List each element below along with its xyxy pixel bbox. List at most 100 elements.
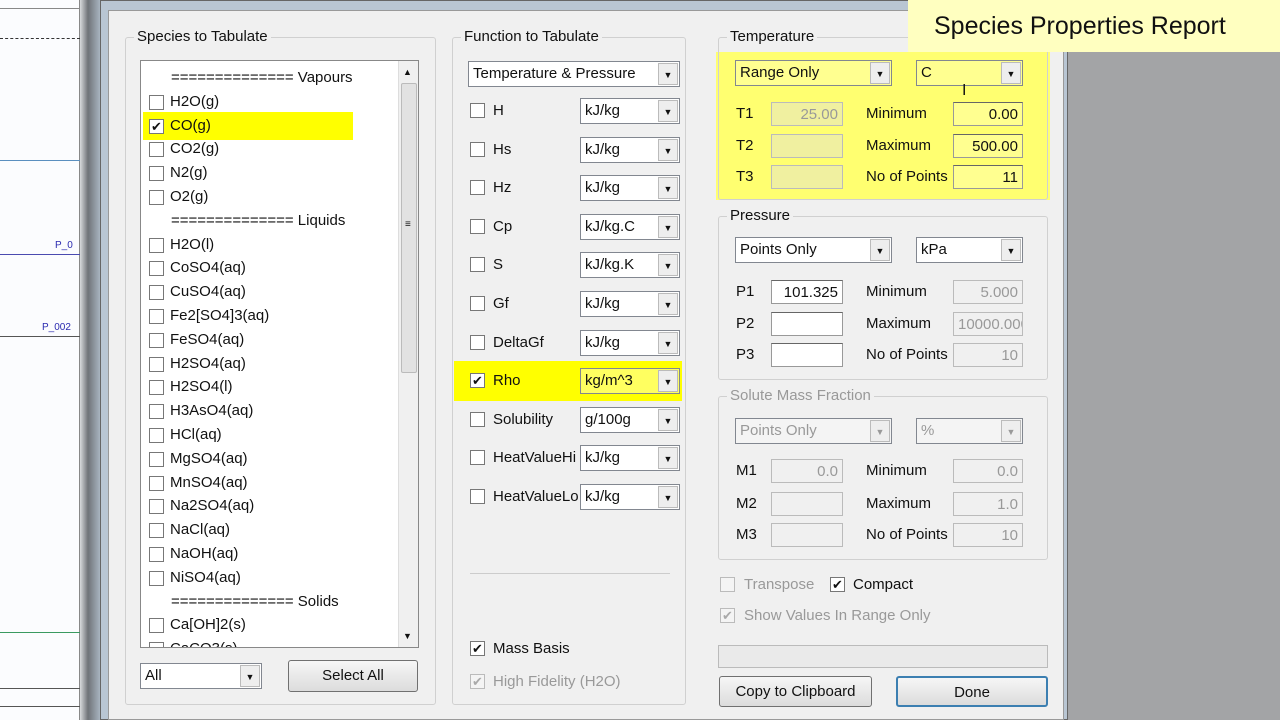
function-mode-select[interactable]: Temperature & Pressure ▼ bbox=[468, 61, 680, 87]
done-button[interactable]: Done bbox=[896, 676, 1048, 707]
function-unit-select[interactable]: kJ/kg ▼ bbox=[580, 175, 680, 202]
species-item[interactable]: NiSO4(aq) bbox=[149, 566, 399, 590]
function-unit-select[interactable]: kg/m^3 ▼ bbox=[580, 368, 680, 395]
function-unit-select[interactable]: kJ/kg.C ▼ bbox=[580, 213, 680, 240]
pressure-point-field[interactable] bbox=[771, 312, 843, 336]
species-checkbox[interactable] bbox=[149, 237, 164, 253]
species-checkbox[interactable] bbox=[149, 142, 164, 158]
species-checkbox[interactable] bbox=[149, 404, 164, 420]
temperature-unit-select[interactable]: C ▼ bbox=[916, 60, 1023, 86]
species-item[interactable]: O2(g) bbox=[149, 185, 399, 209]
species-item[interactable]: Ca[OH]2(s) bbox=[149, 613, 399, 637]
function-unit-select[interactable]: kJ/kg ▼ bbox=[580, 484, 680, 510]
function-checkbox[interactable]: ✔ bbox=[470, 373, 485, 389]
scrollbar-thumb[interactable]: ≡ bbox=[401, 83, 417, 373]
pressure-mode-select[interactable]: Points Only ▼ bbox=[735, 237, 892, 263]
function-checkbox[interactable] bbox=[470, 180, 485, 196]
species-checkbox[interactable] bbox=[149, 451, 164, 467]
function-unit-select[interactable]: kJ/kg.K ▼ bbox=[580, 252, 680, 279]
solute-range-field[interactable]: 0.0 bbox=[953, 459, 1023, 483]
species-checkbox[interactable] bbox=[149, 547, 164, 562]
pressure-range-field[interactable]: 5.000 bbox=[953, 280, 1023, 304]
solute-point-field[interactable] bbox=[771, 492, 843, 516]
species-item[interactable]: H2SO4(aq) bbox=[149, 352, 399, 376]
select-all-button[interactable]: Select All bbox=[288, 660, 418, 692]
species-checkbox[interactable] bbox=[149, 642, 164, 647]
species-item[interactable]: CaCO3(s) bbox=[149, 637, 399, 647]
function-unit-select[interactable]: kJ/kg ▼ bbox=[580, 291, 680, 317]
high-fidelity-checkbox[interactable]: ✔ bbox=[470, 674, 485, 689]
species-checkbox[interactable] bbox=[149, 356, 164, 372]
scroll-down-icon[interactable]: ▼ bbox=[403, 631, 412, 641]
species-checkbox[interactable] bbox=[149, 523, 164, 539]
solute-point-field[interactable]: 0.0 bbox=[771, 459, 843, 483]
show-in-range-checkbox[interactable]: ✔ bbox=[720, 608, 735, 623]
species-item[interactable]: CoSO4(aq) bbox=[149, 256, 399, 280]
species-item[interactable]: CuSO4(aq) bbox=[149, 280, 399, 304]
species-item[interactable]: NaOH(aq) bbox=[149, 542, 399, 566]
species-checkbox[interactable] bbox=[149, 166, 164, 182]
species-checkbox[interactable] bbox=[149, 261, 164, 277]
function-unit-select[interactable]: kJ/kg ▼ bbox=[580, 98, 680, 124]
function-checkbox[interactable] bbox=[470, 103, 485, 118]
pressure-unit-select[interactable]: kPa ▼ bbox=[916, 237, 1023, 263]
solute-range-field[interactable]: 1.0 bbox=[953, 492, 1023, 516]
species-checkbox[interactable] bbox=[149, 309, 164, 324]
pressure-point-field[interactable] bbox=[771, 343, 843, 367]
temperature-range-field[interactable]: 0.00 bbox=[953, 102, 1023, 126]
species-item[interactable]: H3AsO4(aq) bbox=[149, 399, 399, 423]
transpose-checkbox[interactable] bbox=[720, 577, 735, 592]
temperature-point-field[interactable]: 25.00 bbox=[771, 102, 843, 126]
solute-range-field[interactable]: 10 bbox=[953, 523, 1023, 547]
species-item[interactable]: ✔ CO(g) bbox=[143, 111, 399, 140]
function-checkbox[interactable] bbox=[470, 257, 485, 273]
species-item[interactable]: Fe2[SO4]3(aq) bbox=[149, 304, 399, 328]
function-checkbox[interactable] bbox=[470, 141, 485, 157]
function-unit-select[interactable]: kJ/kg ▼ bbox=[580, 136, 680, 163]
species-checkbox[interactable] bbox=[149, 190, 164, 205]
function-checkbox[interactable] bbox=[470, 411, 485, 427]
species-item[interactable]: NaCl(aq) bbox=[149, 518, 399, 542]
function-checkbox[interactable] bbox=[470, 450, 485, 466]
species-checkbox[interactable]: ✔ bbox=[149, 118, 164, 134]
species-checkbox[interactable] bbox=[149, 570, 164, 586]
species-checkbox[interactable] bbox=[149, 475, 164, 491]
function-checkbox[interactable] bbox=[470, 218, 485, 234]
species-item[interactable]: Na2SO4(aq) bbox=[149, 494, 399, 518]
species-checkbox[interactable] bbox=[149, 285, 164, 301]
temperature-range-field[interactable]: 500.00 bbox=[953, 134, 1023, 158]
species-item[interactable]: H2SO4(l) bbox=[149, 375, 399, 399]
species-item[interactable]: H2O(l) bbox=[149, 233, 399, 257]
species-item[interactable]: MnSO4(aq) bbox=[149, 471, 399, 495]
solute-unit-select[interactable]: % ▼ bbox=[916, 418, 1023, 444]
pressure-point-field[interactable]: 101.325 bbox=[771, 280, 843, 304]
species-checkbox[interactable] bbox=[149, 618, 164, 634]
species-checkbox[interactable] bbox=[149, 428, 164, 443]
function-unit-select[interactable]: kJ/kg ▼ bbox=[580, 329, 680, 356]
function-checkbox[interactable] bbox=[470, 489, 485, 504]
species-checkbox[interactable] bbox=[149, 332, 164, 348]
temperature-point-field[interactable] bbox=[771, 165, 843, 189]
temperature-range-field[interactable]: 11 bbox=[953, 165, 1023, 189]
species-item[interactable]: N2(g) bbox=[149, 161, 399, 185]
species-item[interactable]: CO2(g) bbox=[149, 137, 399, 161]
species-item[interactable]: FeSO4(aq) bbox=[149, 328, 399, 352]
compact-checkbox[interactable]: ✔ bbox=[830, 577, 845, 592]
species-list[interactable]: ============== Vapours H2O(g) ✔ CO(g) CO2(g)… bbox=[140, 60, 419, 648]
solute-mode-select[interactable]: Points Only ▼ bbox=[735, 418, 892, 444]
solute-point-field[interactable] bbox=[771, 523, 843, 547]
species-checkbox[interactable] bbox=[149, 380, 164, 396]
temperature-point-field[interactable] bbox=[771, 134, 843, 158]
species-item[interactable]: HCl(aq) bbox=[149, 423, 399, 447]
species-filter-select[interactable]: All ▼ bbox=[140, 663, 262, 689]
function-checkbox[interactable] bbox=[470, 296, 485, 311]
function-checkbox[interactable] bbox=[470, 334, 485, 350]
mass-basis-checkbox[interactable]: ✔ bbox=[470, 641, 485, 656]
pressure-range-field[interactable]: 10000.000 bbox=[953, 312, 1023, 336]
species-checkbox[interactable] bbox=[149, 94, 164, 110]
species-item[interactable]: H2O(g) bbox=[149, 90, 399, 114]
species-checkbox[interactable] bbox=[149, 499, 164, 515]
temperature-mode-select[interactable]: Range Only ▼ bbox=[735, 60, 892, 86]
species-scrollbar[interactable]: ▲ ≡ ▼ bbox=[398, 61, 418, 647]
species-item[interactable]: MgSO4(aq) bbox=[149, 447, 399, 471]
